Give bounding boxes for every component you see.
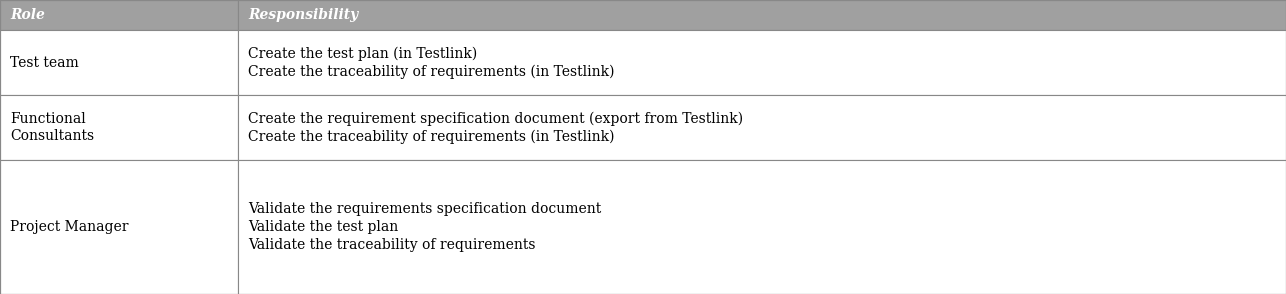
Text: Validate the test plan: Validate the test plan — [248, 220, 399, 234]
Text: Create the traceability of requirements (in Testlink): Create the traceability of requirements … — [248, 129, 615, 144]
Text: Validate the requirements specification document: Validate the requirements specification … — [248, 202, 602, 216]
Text: Responsibility: Responsibility — [248, 8, 359, 22]
Text: Test team: Test team — [10, 56, 78, 69]
Text: Role: Role — [10, 8, 45, 22]
Bar — [0, 160, 238, 294]
Text: Project Manager: Project Manager — [10, 220, 129, 234]
Bar — [238, 95, 1286, 160]
Bar — [0, 0, 238, 30]
Bar — [238, 30, 1286, 95]
Text: Validate the traceability of requirements: Validate the traceability of requirement… — [248, 238, 536, 252]
Bar — [0, 95, 238, 160]
Text: Create the test plan (in Testlink): Create the test plan (in Testlink) — [248, 46, 477, 61]
Text: Functional
Consultants: Functional Consultants — [10, 112, 94, 143]
Bar — [238, 0, 1286, 30]
Bar — [238, 160, 1286, 294]
Text: Create the traceability of requirements (in Testlink): Create the traceability of requirements … — [248, 64, 615, 79]
Text: Create the requirement specification document (export from Testlink): Create the requirement specification doc… — [248, 111, 743, 126]
Bar — [0, 30, 238, 95]
